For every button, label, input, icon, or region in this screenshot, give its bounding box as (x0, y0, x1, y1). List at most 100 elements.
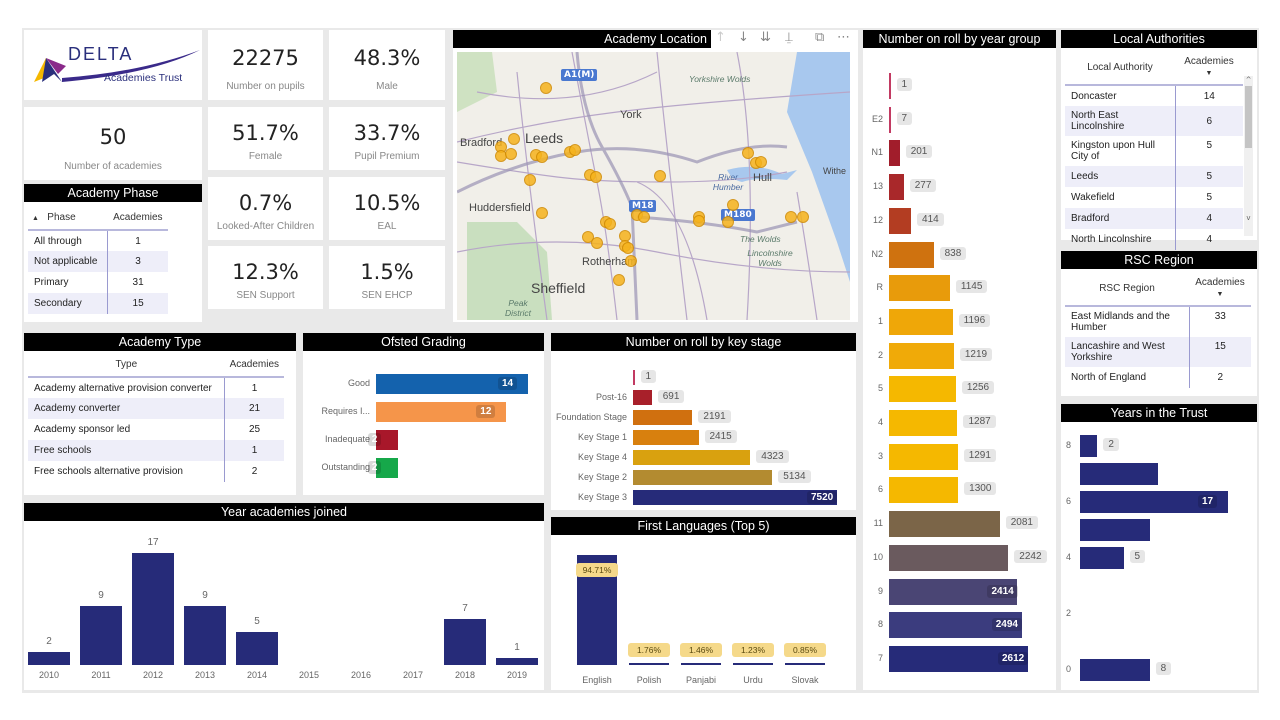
bar[interactable] (376, 458, 398, 478)
bar[interactable] (889, 376, 956, 403)
column-header-rsc-region[interactable]: RSC Region (1065, 271, 1189, 307)
table-row[interactable]: Free schools 1 (28, 440, 284, 461)
academy-location-marker[interactable] (797, 210, 809, 223)
academy-location-marker[interactable] (785, 211, 798, 224)
drill-down-icon[interactable]: ↓ (738, 30, 749, 45)
vertical-scrollbar[interactable]: ^ v (1244, 76, 1253, 236)
bar[interactable] (889, 645, 1028, 672)
bar[interactable] (496, 658, 538, 665)
bar[interactable] (889, 106, 891, 133)
bar[interactable] (633, 390, 652, 405)
academy-location-marker[interactable] (622, 242, 634, 255)
academy-location-marker[interactable] (638, 210, 650, 223)
scrollbar-thumb[interactable] (1245, 86, 1252, 148)
bar[interactable] (889, 140, 900, 167)
column-header-academies[interactable]: Academies (224, 353, 284, 378)
bar[interactable] (889, 342, 954, 369)
bar[interactable] (1080, 491, 1228, 513)
bar[interactable] (889, 174, 904, 201)
table-row[interactable]: Lancashire and West Yorkshire 15 (1065, 337, 1251, 367)
bar[interactable] (889, 73, 891, 99)
table-row[interactable]: All through 1 (28, 230, 168, 251)
bar[interactable] (376, 430, 398, 450)
bar[interactable] (376, 402, 507, 422)
bar[interactable] (633, 430, 699, 445)
bar[interactable] (1080, 463, 1159, 485)
column-header-type[interactable]: Type (28, 353, 225, 378)
bar[interactable] (889, 544, 1009, 571)
table-row[interactable]: Academy converter 21 (28, 398, 284, 419)
table-row[interactable]: Wakefield 5 (1065, 187, 1243, 208)
academy-location-marker[interactable] (591, 236, 604, 249)
academy-location-marker[interactable] (536, 150, 549, 163)
column-header-academies[interactable]: Academies ▼ (1189, 271, 1251, 307)
academy-location-marker[interactable] (653, 170, 666, 182)
table-row[interactable]: Free schools alternative provision 2 (28, 461, 284, 482)
table-row[interactable]: North of England 2 (1065, 367, 1251, 388)
column-header-phase[interactable]: ▲ Phase (28, 206, 108, 231)
table-row[interactable]: Bradford 4 (1065, 208, 1243, 229)
bar[interactable] (785, 663, 825, 665)
bar[interactable] (28, 651, 70, 665)
bar[interactable] (889, 207, 912, 234)
table-row[interactable]: Not applicable 3 (28, 251, 168, 272)
map-canvas[interactable]: Yorkshire Wolds York Bradford Leeds Hull… (457, 52, 850, 320)
bar[interactable] (681, 663, 721, 665)
bar[interactable] (633, 370, 635, 385)
academy-location-marker[interactable] (507, 133, 520, 145)
bar[interactable] (80, 605, 122, 665)
bar[interactable] (184, 605, 226, 665)
table-row[interactable]: East Midlands and the Humber 33 (1065, 306, 1251, 337)
column-header-local-authority[interactable]: Local Authority (1065, 50, 1175, 86)
academy-location-marker[interactable] (505, 148, 518, 161)
bar[interactable] (889, 410, 958, 436)
table-row[interactable]: North Lincolnshire 4 (1065, 229, 1243, 250)
academy-location-marker[interactable] (603, 218, 616, 230)
academy-location-marker[interactable] (755, 156, 768, 169)
column-header-academies[interactable]: Academies (107, 206, 168, 231)
bar[interactable] (236, 632, 278, 665)
bar[interactable] (889, 275, 950, 302)
academy-location-marker[interactable] (727, 199, 739, 211)
bar[interactable] (444, 618, 486, 665)
table-row[interactable]: Academy alternative provision converter 1 (28, 377, 284, 398)
academy-location-marker[interactable] (524, 174, 537, 186)
academy-location-marker[interactable] (624, 255, 637, 267)
bar[interactable] (889, 477, 959, 504)
bar[interactable] (633, 450, 751, 465)
bar[interactable] (889, 511, 1000, 538)
bar[interactable] (889, 308, 953, 335)
academy-location-marker[interactable] (693, 214, 705, 227)
scroll-down-icon[interactable]: v (1246, 214, 1251, 222)
table-row[interactable]: Kingston upon Hull City of 5 (1065, 136, 1243, 166)
academy-location-marker[interactable] (536, 207, 549, 220)
bar[interactable] (1080, 547, 1124, 569)
academy-location-marker[interactable] (742, 147, 754, 160)
table-row[interactable]: Secondary 15 (28, 293, 168, 314)
bar[interactable] (633, 490, 837, 505)
column-header-academies[interactable]: Academies ▼ (1175, 50, 1243, 86)
bar[interactable] (1080, 519, 1150, 541)
bar[interactable] (629, 662, 669, 665)
bar[interactable] (1080, 435, 1098, 457)
academy-location-marker[interactable] (568, 144, 581, 156)
bar[interactable] (889, 612, 1022, 639)
drill-up-icon[interactable]: ↑ (715, 30, 726, 45)
bar[interactable] (633, 410, 693, 425)
bar[interactable] (132, 553, 174, 665)
bar[interactable] (633, 470, 773, 485)
focus-mode-icon[interactable]: ⧉ (815, 30, 825, 45)
academy-location-marker[interactable] (612, 274, 625, 286)
table-row[interactable]: Academy sponsor led 25 (28, 419, 284, 440)
expand-all-down-icon[interactable]: ⇊ (760, 30, 771, 45)
table-row[interactable]: Doncaster 14 (1065, 85, 1243, 106)
expand-hierarchy-icon[interactable]: ⍊ (785, 30, 793, 45)
bar[interactable] (889, 443, 958, 470)
scroll-up-icon[interactable]: ^ (1245, 76, 1252, 84)
bar[interactable] (376, 374, 528, 394)
academy-location-marker[interactable] (539, 82, 552, 95)
table-row[interactable]: North East Lincolnshire 6 (1065, 106, 1243, 136)
bar[interactable] (1080, 659, 1150, 681)
more-options-icon[interactable]: ⋯ (837, 30, 850, 45)
table-row[interactable]: Leeds 5 (1065, 166, 1243, 187)
